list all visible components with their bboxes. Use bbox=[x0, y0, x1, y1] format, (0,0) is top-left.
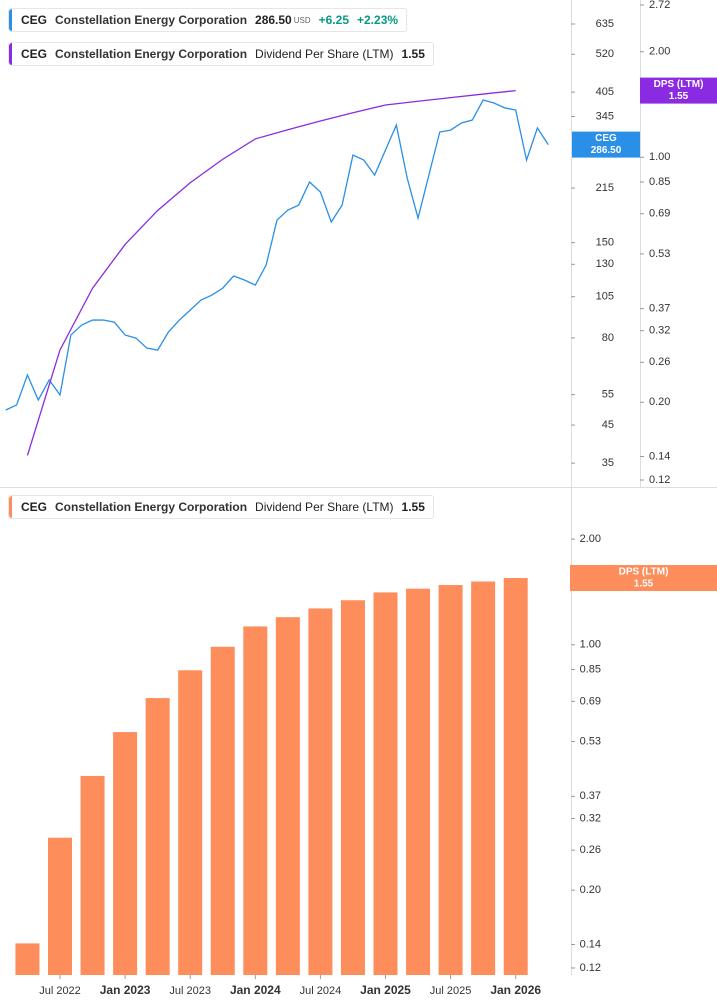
legend-swatch bbox=[9, 9, 12, 31]
bar bbox=[406, 588, 431, 975]
y-tick-label: 35 bbox=[602, 457, 614, 469]
currency: USD bbox=[293, 15, 311, 25]
y-tick-label: 345 bbox=[596, 110, 614, 122]
badge-label: DPS (LTM) bbox=[619, 567, 669, 578]
y-tick-label: 2.72 bbox=[649, 0, 670, 11]
value-badge bbox=[570, 565, 717, 592]
x-tick-label: Jan 2023 bbox=[100, 983, 151, 997]
bar bbox=[471, 581, 496, 975]
y-tick-label: 0.69 bbox=[580, 695, 601, 707]
badge-value: 1.55 bbox=[634, 579, 654, 590]
bar bbox=[210, 646, 235, 975]
bar bbox=[145, 698, 170, 975]
x-tick-label: Jan 2025 bbox=[360, 983, 411, 997]
company-name: Constellation Energy Corporation bbox=[55, 13, 248, 27]
badge-label: CEG bbox=[595, 133, 617, 144]
y-tick-label: 0.53 bbox=[580, 735, 601, 747]
series-line bbox=[26, 89, 516, 456]
x-tick-label: Jul 2023 bbox=[169, 985, 211, 997]
y-tick-label: 105 bbox=[596, 291, 614, 303]
x-tick-label: Jan 2026 bbox=[490, 983, 541, 997]
company-name: Constellation Energy Corporation bbox=[55, 47, 248, 61]
y-tick-label: 520 bbox=[596, 48, 614, 60]
bar bbox=[48, 837, 72, 975]
y-tick-label: 0.26 bbox=[580, 844, 601, 856]
x-tick-label: Jul 2022 bbox=[39, 985, 81, 997]
y-tick-label: 130 bbox=[596, 258, 614, 270]
change-pct: +2.23% bbox=[357, 13, 399, 27]
value-badge bbox=[572, 131, 640, 158]
y-tick-label: 2.00 bbox=[649, 46, 670, 58]
y-tick-label: 1.00 bbox=[649, 151, 670, 163]
y-tick-label: 0.20 bbox=[580, 884, 601, 896]
y-tick-label: 1.00 bbox=[580, 639, 601, 651]
y-tick-label: 0.14 bbox=[580, 938, 601, 950]
legend-dps: CEG Constellation Energy Corporation Div… bbox=[8, 42, 434, 66]
metric-value: 1.55 bbox=[401, 500, 425, 514]
ticker: CEG bbox=[21, 47, 48, 61]
metric: Dividend Per Share (LTM) bbox=[255, 500, 394, 514]
y-tick-label: 0.69 bbox=[649, 208, 670, 220]
y-tick-label: 55 bbox=[602, 389, 614, 401]
y-tick-label: 0.14 bbox=[649, 450, 670, 462]
y-tick-label: 2.00 bbox=[580, 533, 601, 545]
bar bbox=[308, 608, 333, 975]
legend-swatch bbox=[9, 43, 12, 65]
bar bbox=[340, 600, 365, 975]
badge-value: 1.55 bbox=[669, 91, 689, 102]
x-tick-label: Jul 2025 bbox=[430, 985, 472, 997]
y-tick-label: 405 bbox=[596, 86, 614, 98]
y-tick-label: 0.53 bbox=[649, 248, 670, 260]
x-tick-label: Jul 2024 bbox=[300, 985, 342, 997]
y-tick-label: 0.85 bbox=[580, 663, 601, 675]
y-tick-label: 80 bbox=[602, 332, 614, 344]
bar bbox=[503, 578, 528, 975]
y-tick-label: 0.12 bbox=[580, 962, 601, 974]
value-badge bbox=[640, 77, 717, 104]
bar bbox=[15, 943, 40, 975]
ticker: CEG bbox=[21, 500, 48, 514]
bar bbox=[275, 617, 300, 975]
bar bbox=[438, 585, 463, 975]
legend-swatch bbox=[9, 496, 12, 518]
y-tick-label: 0.85 bbox=[649, 176, 670, 188]
bar bbox=[178, 670, 203, 975]
badge-label: DPS (LTM) bbox=[654, 79, 704, 90]
bar bbox=[373, 592, 398, 975]
y-tick-label: 215 bbox=[596, 182, 614, 194]
y-tick-label: 0.37 bbox=[649, 303, 670, 315]
legend-dps-bars: CEG Constellation Energy Corporation Div… bbox=[8, 495, 434, 519]
y-tick-label: 0.26 bbox=[649, 356, 670, 368]
y-tick-label: 0.32 bbox=[580, 812, 601, 824]
y-tick-label: 150 bbox=[596, 237, 614, 249]
bar bbox=[80, 775, 105, 975]
badge-value: 286.50 bbox=[591, 145, 622, 156]
company-name: Constellation Energy Corporation bbox=[55, 500, 248, 514]
metric: Dividend Per Share (LTM) bbox=[255, 47, 394, 61]
price: 286.50 bbox=[255, 13, 292, 27]
bar bbox=[243, 626, 268, 975]
x-tick-label: Jan 2024 bbox=[230, 983, 281, 997]
y-tick-label: 0.20 bbox=[649, 396, 670, 408]
legend-price: CEG Constellation Energy Corporation 286… bbox=[8, 8, 408, 32]
metric-value: 1.55 bbox=[401, 47, 425, 61]
y-tick-label: 0.12 bbox=[649, 474, 670, 486]
y-tick-label: 0.32 bbox=[649, 325, 670, 337]
bar bbox=[113, 732, 138, 975]
y-tick-label: 0.37 bbox=[580, 790, 601, 802]
change: +6.25 bbox=[318, 13, 349, 27]
y-tick-label: 45 bbox=[602, 419, 614, 431]
ticker: CEG bbox=[21, 13, 48, 27]
y-tick-label: 635 bbox=[596, 18, 614, 30]
series-line bbox=[5, 99, 549, 411]
